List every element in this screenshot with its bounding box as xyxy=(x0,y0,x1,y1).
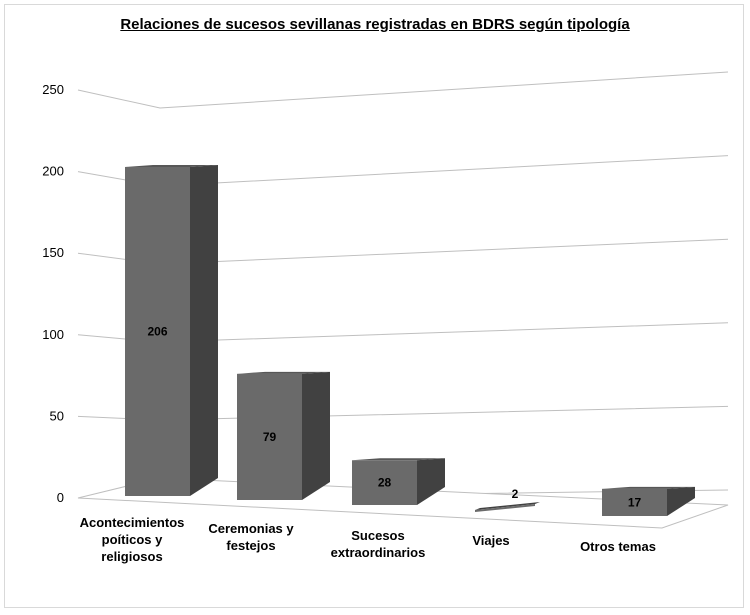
y-tick-label: 200 xyxy=(42,164,64,179)
data-label: 17 xyxy=(628,495,642,509)
category-label: Otros temas xyxy=(580,539,656,554)
data-label: 2 xyxy=(512,487,519,501)
bar xyxy=(237,373,302,500)
category-label: Viajes xyxy=(472,533,509,548)
y-tick-label: 50 xyxy=(50,408,64,423)
y-tick-label: 150 xyxy=(42,245,64,260)
y-tick-label: 250 xyxy=(42,82,64,97)
bar-top xyxy=(352,458,445,461)
bar-side xyxy=(190,165,218,496)
bar-side xyxy=(417,458,445,505)
data-label: 206 xyxy=(147,325,167,339)
data-label: 79 xyxy=(263,430,277,444)
bar-top xyxy=(602,486,695,489)
y-tick-label: 100 xyxy=(42,327,64,342)
bar xyxy=(602,488,667,516)
bar-top xyxy=(237,371,330,374)
bar-side xyxy=(302,371,330,500)
chart-title: Relaciones de sucesos sevillanas registr… xyxy=(120,16,630,33)
bar-top xyxy=(475,502,540,510)
bar-top xyxy=(125,165,218,167)
category-label: Acontecimientos poíticos y religiosos xyxy=(80,515,185,564)
category-label: Sucesos extraordinarios xyxy=(331,528,426,560)
y-tick-label: 0 xyxy=(57,490,64,505)
gridline xyxy=(77,71,729,109)
bar xyxy=(125,167,190,496)
category-label: Ceremonias y festejos xyxy=(208,521,294,553)
bar xyxy=(475,504,535,512)
bar-side xyxy=(667,486,695,516)
data-label: 28 xyxy=(378,476,392,490)
bar xyxy=(352,460,417,505)
